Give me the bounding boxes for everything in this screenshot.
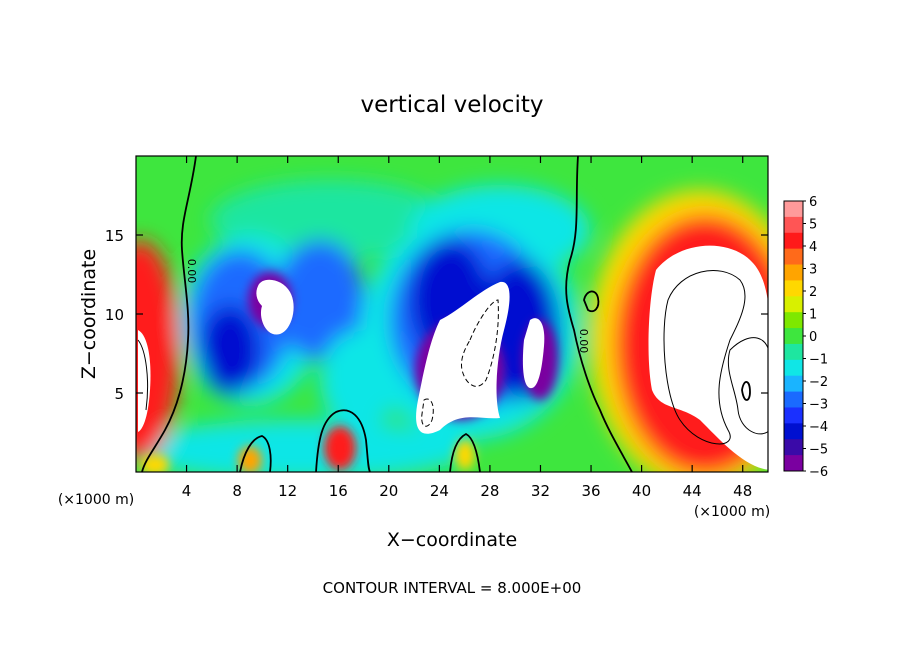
chart-title: vertical velocity	[361, 92, 544, 118]
colorbar-swatch	[784, 359, 803, 377]
colorbar-swatch	[784, 232, 803, 250]
x-tick-label: 24	[430, 482, 449, 500]
y-axis: 5 10 15	[105, 227, 768, 403]
colorbar-swatch	[784, 201, 803, 218]
contour-lines	[141, 156, 751, 472]
contour-label-left: 0.00	[185, 259, 198, 284]
colorbar-swatch	[784, 343, 803, 361]
contour-interval-note: CONTOUR INTERVAL = 8.000E+00	[323, 579, 582, 597]
x-tick-label: 36	[581, 482, 600, 500]
colorbar-swatch	[784, 407, 803, 424]
colorbar-label: −3	[809, 398, 828, 413]
colorbar-label: −1	[809, 353, 828, 368]
colorbar-swatch	[784, 375, 803, 393]
colorbar-label: −4	[809, 420, 828, 435]
contour-label-group-left: 0.00	[185, 259, 198, 284]
thin-contours	[137, 269, 768, 445]
x-unit-right: (×1000 m)	[694, 504, 770, 520]
y-tick-label: 10	[105, 306, 124, 324]
colorbar-label: 4	[809, 240, 817, 255]
colorbar-label: −2	[809, 375, 828, 390]
x-tick-label: 32	[531, 482, 550, 500]
colorbar-swatch	[784, 423, 803, 440]
x-tick-label: 48	[733, 482, 752, 500]
colorbar-swatch	[784, 439, 803, 456]
contour-label-right: 0.00	[577, 329, 590, 354]
colorbar-label: 0	[809, 330, 817, 345]
x-tick-label: 40	[632, 482, 651, 500]
colorbar-swatch	[784, 264, 803, 281]
colorbar-swatch	[784, 328, 803, 345]
x-tick-label: 28	[480, 482, 499, 500]
colorbar-label: 3	[809, 263, 817, 278]
plot-area: 0.00 0.00	[136, 156, 768, 472]
x-axis: 4 8 12 16 20 24 28 32 36 40 44 48	[182, 156, 752, 500]
x-unit-left: (×1000 m)	[58, 492, 134, 508]
colorbar	[783, 200, 804, 472]
x-axis-label: X−coordinate	[387, 529, 517, 551]
x-tick-label: 44	[683, 482, 702, 500]
x-tick-label: 12	[278, 482, 297, 500]
colorbar-label: 1	[809, 308, 817, 323]
colorbar-label: 6	[809, 195, 817, 210]
y-tick-label: 5	[114, 385, 124, 403]
negative-contours	[421, 299, 499, 427]
colorbar-label: −6	[809, 465, 828, 480]
x-tick-label: 4	[182, 482, 192, 500]
colorbar-swatch	[784, 296, 803, 313]
colorbar-swatch	[784, 312, 803, 329]
x-tick-label: 16	[329, 482, 348, 500]
colorbar-labels: 6 5 4 3 2 1 0 −1 −2 −3 −4 −5 −6	[803, 195, 828, 480]
colorbar-swatch	[784, 248, 803, 266]
x-tick-label: 20	[379, 482, 398, 500]
colorbar-swatch	[784, 455, 803, 472]
y-axis-label: Z−coordinate	[78, 249, 100, 379]
colorbar-swatch	[784, 216, 803, 234]
colorbar-swatch	[784, 391, 803, 408]
colorbar-label: −5	[809, 443, 828, 458]
y-tick-label: 15	[105, 227, 124, 245]
colorbar-label: 2	[809, 285, 817, 300]
colorbar-swatch	[784, 280, 803, 297]
contour-label-group-right: 0.00	[577, 329, 590, 354]
x-tick-label: 8	[232, 482, 242, 500]
colorbar-label: 5	[809, 218, 817, 233]
